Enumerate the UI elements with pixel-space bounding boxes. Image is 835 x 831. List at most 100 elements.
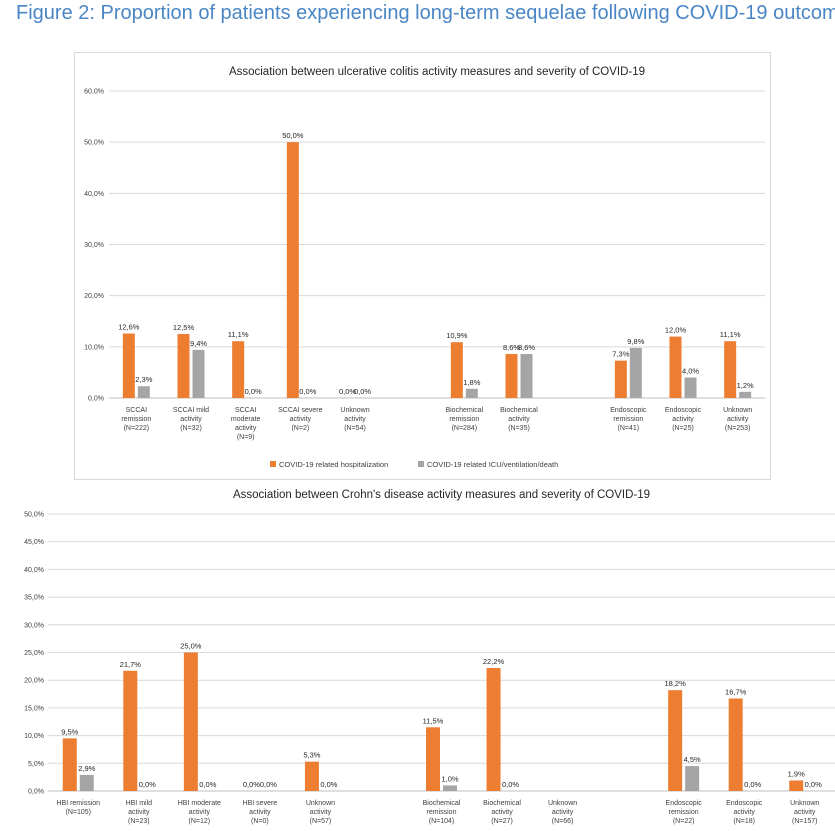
cd-data-label: 5,3% — [303, 751, 320, 760]
uc-bar-icu — [739, 391, 752, 398]
uc-legend-label: COVID-19 related hospitalization — [279, 460, 388, 469]
uc-data-label: 12,0% — [665, 326, 687, 335]
uc-category-label: Biochemical activity (N=35) — [500, 407, 538, 432]
cd-bar-icu — [685, 766, 700, 791]
uc-data-label: 8,6% — [518, 343, 535, 352]
uc-data-label: 9,8% — [627, 337, 644, 346]
uc-y-tick-label: 10,0% — [84, 344, 104, 351]
uc-bar-hospitalization — [614, 360, 627, 398]
uc-bar-hospitalization — [286, 142, 299, 398]
uc-category-label-line: Endoscopic — [665, 407, 702, 414]
cd-category-label: Unknown activity (N=157) — [790, 800, 819, 825]
uc-category-label: Endoscopic remission (N=41) — [610, 407, 647, 432]
cd-category-label-line: Endoscopic — [726, 800, 763, 807]
cd-data-label: 2,9% — [78, 764, 95, 773]
uc-data-label: 10,9% — [446, 331, 468, 340]
cd-data-label: 9,5% — [61, 727, 78, 736]
cd-y-tick-label: 10,0% — [24, 733, 44, 740]
cd-category-label-line: (N=18) — [733, 818, 755, 825]
uc-category-label-line: Biochemical — [445, 407, 483, 414]
uc-bar-hospitalization — [505, 353, 518, 398]
cd-data-label: 0,0% — [744, 780, 761, 789]
figure-caption: Figure 2: Proportion of patients experie… — [16, 2, 835, 24]
uc-category-label-line: (N=32) — [180, 425, 202, 432]
uc-category-label-line: Endoscopic — [610, 407, 647, 414]
uc-y-tick-label: 20,0% — [84, 293, 104, 300]
uc-data-label: 9,4% — [190, 339, 207, 348]
cd-data-label: 18,2% — [665, 679, 687, 688]
cd-data-label: 1,9% — [788, 769, 805, 778]
uc-data-label: 7,3% — [612, 350, 629, 359]
cd-data-label: 11,5% — [423, 716, 444, 725]
cd-category-label-line: (N=104) — [429, 818, 454, 825]
uc-bar-icu — [684, 377, 697, 398]
cd-category-label-line: Unknown — [548, 800, 577, 807]
cd-data-label: 25,0% — [180, 642, 202, 651]
uc-y-tick-label: 60,0% — [84, 89, 104, 96]
uc-category-label-line: SCCAI — [126, 407, 147, 414]
cd-category-label: Endoscopic remission (N=22) — [666, 800, 703, 825]
uc-chart-panel: Association between ulcerative colitis a… — [74, 52, 771, 480]
uc-category-label-line: remission — [449, 416, 479, 423]
cd-category-label-line: Endoscopic — [666, 800, 703, 807]
uc-y-tick-label: 40,0% — [84, 191, 104, 198]
cd-bar-hospitalization — [486, 668, 501, 791]
uc-category-label-line: (N=253) — [725, 425, 750, 432]
uc-category-label: Biochemical remission (N=284) — [445, 407, 483, 432]
uc-category-label-line: Unknown — [340, 407, 369, 414]
cd-category-label-line: Biochemical — [483, 800, 521, 807]
uc-data-label: 11,1% — [228, 330, 249, 339]
uc-category-label: Unknown activity (N=54) — [340, 407, 369, 432]
uc-legend-swatch — [418, 461, 424, 467]
cd-bar-hospitalization — [668, 690, 683, 791]
uc-category-label-line: (N=25) — [672, 425, 694, 432]
cd-bar-icu — [79, 774, 94, 791]
uc-data-label: 0,0% — [245, 387, 262, 396]
cd-category-label: Unknown activity (N=57) — [306, 800, 335, 825]
cd-data-label: 1,0% — [441, 774, 458, 783]
cd-category-label-line: HBI mild — [126, 800, 153, 807]
uc-bar-hospitalization — [669, 336, 682, 398]
uc-y-tick-label: 0,0% — [88, 396, 104, 403]
cd-data-label: 16,7% — [725, 687, 747, 696]
cd-bar-hospitalization — [426, 727, 440, 791]
cd-category-label-line: (N=27) — [491, 818, 513, 825]
cd-bar-chart: Association between Crohn's disease acti… — [24, 489, 835, 825]
cd-bar-hospitalization — [728, 698, 743, 791]
cd-y-tick-label: 5,0% — [28, 761, 44, 768]
uc-bar-icu — [629, 347, 642, 398]
uc-data-label: 1,2% — [737, 381, 754, 390]
uc-category-label-line: Unknown — [723, 407, 752, 414]
cd-category-label-line: HBI severe — [243, 800, 278, 807]
cd-y-tick-label: 0,0% — [28, 789, 44, 796]
cd-category-label-line: activity — [491, 809, 513, 816]
cd-category-label-line: activity — [552, 809, 574, 816]
cd-category-label-line: HBI remission — [56, 800, 100, 807]
cd-category-label-line: HBI moderate — [178, 800, 221, 807]
uc-bar-icu — [192, 349, 205, 398]
cd-y-tick-label: 20,0% — [24, 678, 44, 685]
uc-category-label: SCCAI mild activity (N=32) — [173, 407, 209, 432]
cd-category-label: HBI severe activity (N=0) — [243, 800, 278, 825]
uc-data-label: 0,0% — [339, 387, 356, 396]
uc-category-label-line: (N=35) — [508, 425, 530, 432]
uc-category-label-line: SCCAI severe — [278, 407, 322, 414]
uc-category-label-line: activity — [180, 416, 202, 423]
uc-category-label-line: (N=54) — [344, 425, 366, 432]
cd-category-label-line: (N=57) — [310, 818, 332, 825]
cd-category-label-line: activity — [249, 809, 271, 816]
uc-category-label-line: activity — [344, 416, 366, 423]
uc-category-label: Endoscopic activity (N=25) — [665, 407, 702, 432]
uc-category-label-line: (N=2) — [291, 425, 309, 432]
uc-data-label: 12,5% — [173, 323, 195, 332]
uc-y-tick-label: 50,0% — [84, 140, 104, 147]
cd-category-label-line: (N=23) — [128, 818, 150, 825]
cd-data-label: 0,0% — [243, 780, 260, 789]
cd-data-label: 0,0% — [139, 780, 156, 789]
cd-category-label: Biochemical activity (N=27) — [483, 800, 521, 825]
cd-data-label: 0,0% — [805, 780, 822, 789]
cd-category-label-line: activity — [128, 809, 150, 816]
uc-category-label-line: activity — [235, 425, 257, 432]
uc-category-label: Unknown activity (N=253) — [723, 407, 752, 432]
uc-category-label: SCCAI remission (N=222) — [121, 407, 151, 432]
